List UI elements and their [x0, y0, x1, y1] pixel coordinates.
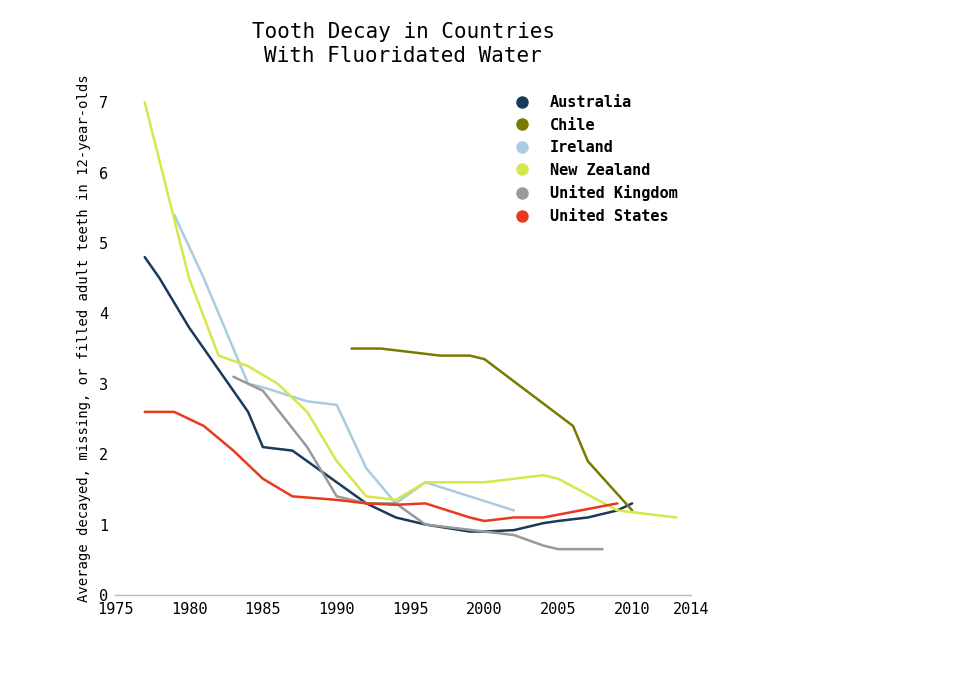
United States: [139, 408, 151, 416]
United Kingdom: [390, 500, 401, 508]
Ireland: [420, 478, 431, 486]
Australia: [242, 408, 253, 416]
Australia: [375, 506, 387, 514]
United Kingdom: [449, 524, 461, 532]
Ireland: [169, 211, 180, 219]
United States: [612, 500, 623, 508]
United Kingdom: [538, 541, 549, 550]
United States: [464, 513, 475, 521]
United States: [331, 496, 343, 504]
Chile: [479, 355, 491, 363]
United Kingdom: [597, 545, 609, 553]
United Kingdom: [553, 545, 564, 553]
Line: United States: United States: [145, 412, 617, 521]
United States: [228, 447, 239, 455]
Australia: [612, 506, 623, 514]
United States: [420, 500, 431, 508]
Australia: [139, 253, 151, 261]
United Kingdom: [582, 545, 593, 553]
Australia: [390, 513, 401, 521]
Chile: [346, 345, 357, 353]
Australia: [213, 366, 225, 374]
Chile: [464, 352, 475, 360]
Australia: [479, 527, 491, 535]
New Zealand: [331, 457, 343, 465]
Australia: [420, 521, 431, 529]
New Zealand: [553, 475, 564, 483]
United States: [287, 492, 299, 500]
Australia: [287, 447, 299, 455]
Australia: [626, 500, 637, 508]
Chile: [434, 352, 445, 360]
Y-axis label: Average decayed, missing, or filled adult teeth in 12-year-olds: Average decayed, missing, or filled adul…: [77, 74, 91, 602]
New Zealand: [479, 478, 491, 486]
Ireland: [390, 500, 401, 508]
New Zealand: [538, 471, 549, 479]
United Kingdom: [257, 387, 269, 395]
United Kingdom: [479, 527, 491, 535]
New Zealand: [390, 496, 401, 504]
Chile: [582, 457, 593, 465]
United Kingdom: [361, 500, 372, 508]
Chile: [405, 348, 417, 356]
Line: Chile: Chile: [351, 349, 632, 510]
New Zealand: [183, 274, 195, 283]
Line: Australia: Australia: [145, 257, 632, 531]
Ireland: [361, 464, 372, 473]
Ireland: [508, 506, 519, 514]
New Zealand: [420, 478, 431, 486]
Australia: [257, 443, 269, 451]
United States: [198, 422, 209, 430]
New Zealand: [272, 380, 283, 388]
Ireland: [198, 274, 209, 283]
United Kingdom: [331, 492, 343, 500]
United States: [390, 501, 401, 509]
Title: Tooth Decay in Countries
With Fluoridated Water: Tooth Decay in Countries With Fluoridate…: [252, 22, 555, 66]
Australia: [405, 517, 417, 525]
United Kingdom: [228, 372, 239, 381]
United States: [508, 513, 519, 521]
United States: [538, 513, 549, 521]
Legend: Australia, Chile, Ireland, New Zealand, United Kingdom, United States: Australia, Chile, Ireland, New Zealand, …: [501, 89, 684, 230]
Line: United Kingdom: United Kingdom: [233, 377, 603, 549]
Australia: [154, 274, 165, 283]
New Zealand: [612, 506, 623, 514]
Line: Ireland: Ireland: [175, 215, 514, 510]
Australia: [331, 478, 343, 486]
United States: [257, 475, 269, 483]
United States: [479, 517, 491, 525]
Ireland: [257, 383, 269, 391]
New Zealand: [213, 352, 225, 360]
Chile: [567, 422, 579, 430]
Australia: [183, 323, 195, 331]
New Zealand: [242, 362, 253, 370]
Chile: [626, 506, 637, 514]
New Zealand: [139, 98, 151, 106]
Chile: [375, 345, 387, 353]
United States: [169, 408, 180, 416]
United Kingdom: [508, 531, 519, 539]
Australia: [464, 527, 475, 535]
Australia: [538, 519, 549, 527]
Ireland: [331, 401, 343, 409]
Australia: [582, 513, 593, 521]
United Kingdom: [420, 521, 431, 529]
New Zealand: [301, 408, 313, 416]
Chile: [361, 345, 372, 353]
Australia: [553, 517, 564, 525]
New Zealand: [361, 492, 372, 500]
Ireland: [242, 380, 253, 388]
Line: New Zealand: New Zealand: [145, 102, 677, 517]
New Zealand: [449, 478, 461, 486]
New Zealand: [671, 513, 683, 521]
Australia: [361, 500, 372, 508]
Australia: [508, 526, 519, 534]
United Kingdom: [301, 443, 313, 451]
Ireland: [301, 397, 313, 406]
United States: [361, 500, 372, 508]
